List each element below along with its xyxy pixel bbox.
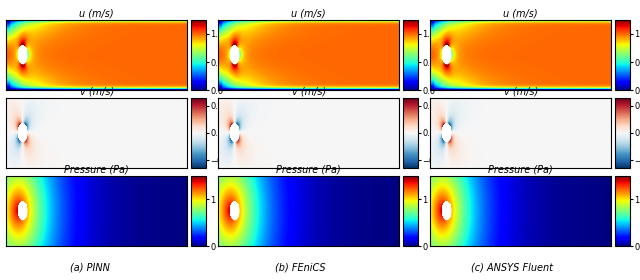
Circle shape bbox=[230, 202, 239, 220]
Text: (c) ANSYS Fluent: (c) ANSYS Fluent bbox=[471, 263, 553, 273]
Circle shape bbox=[230, 124, 239, 142]
Circle shape bbox=[19, 46, 27, 64]
Title: v (m/s): v (m/s) bbox=[291, 87, 326, 97]
Title: Pressure (Pa): Pressure (Pa) bbox=[488, 165, 553, 175]
Circle shape bbox=[19, 202, 27, 220]
Title: u (m/s): u (m/s) bbox=[291, 9, 326, 19]
Circle shape bbox=[443, 46, 451, 64]
Title: Pressure (Pa): Pressure (Pa) bbox=[64, 165, 129, 175]
Text: (b) FEniCS: (b) FEniCS bbox=[275, 263, 326, 273]
Circle shape bbox=[443, 124, 451, 142]
Circle shape bbox=[19, 124, 27, 142]
Title: Pressure (Pa): Pressure (Pa) bbox=[276, 165, 341, 175]
Title: u (m/s): u (m/s) bbox=[79, 9, 114, 19]
Circle shape bbox=[443, 202, 451, 220]
Title: v (m/s): v (m/s) bbox=[504, 87, 538, 97]
Text: (a) PINN: (a) PINN bbox=[70, 263, 109, 273]
Title: u (m/s): u (m/s) bbox=[503, 9, 538, 19]
Title: v (m/s): v (m/s) bbox=[79, 87, 114, 97]
Circle shape bbox=[230, 46, 239, 64]
